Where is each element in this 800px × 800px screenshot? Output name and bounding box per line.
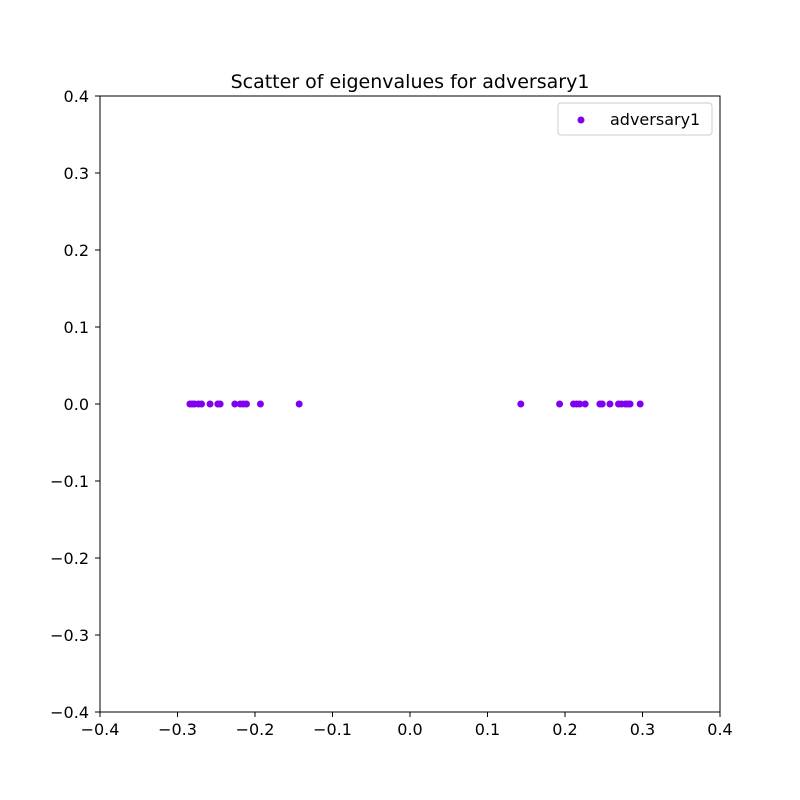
y-axis: −0.4 −0.3 −0.2 −0.1 0.0 0.1 0.2 0.3 0.4 — [50, 87, 100, 722]
series-adversary1 — [186, 400, 644, 408]
scatter-point — [198, 400, 206, 408]
scatter-point — [242, 400, 250, 408]
y-tick-label: −0.2 — [50, 549, 89, 568]
x-tick-label: 0.0 — [397, 720, 422, 739]
legend-box — [557, 102, 713, 136]
scatter-point — [295, 400, 303, 408]
scatter-point — [581, 400, 589, 408]
scatter-point — [636, 400, 644, 408]
x-tick-label: 0.1 — [475, 720, 500, 739]
legend-marker — [577, 116, 585, 124]
scatter-point — [216, 400, 224, 408]
scatter-point — [606, 400, 614, 408]
x-tick-label: 0.4 — [707, 720, 732, 739]
scatter-point — [598, 400, 606, 408]
scatter-point — [626, 400, 634, 408]
y-tick-label: −0.4 — [50, 703, 89, 722]
y-tick-label: −0.3 — [50, 626, 89, 645]
scatter-point — [576, 400, 584, 408]
x-tick-label: 0.3 — [630, 720, 655, 739]
y-tick-label: 0.4 — [64, 87, 89, 106]
chart-title: Scatter of eigenvalues for adversary1 — [231, 71, 590, 93]
x-tick-label: −0.2 — [236, 720, 275, 739]
legend: adversary1 — [557, 102, 713, 136]
y-tick-label: 0.3 — [64, 164, 89, 183]
x-tick-label: −0.3 — [158, 720, 197, 739]
y-tick-label: 0.2 — [64, 241, 89, 260]
scatter-point — [206, 400, 214, 408]
x-axis: −0.4 −0.3 −0.2 −0.1 0.0 0.1 0.2 0.3 0.4 — [81, 712, 733, 739]
scatter-point — [517, 400, 525, 408]
scatter-point — [556, 400, 564, 408]
x-tick-label: −0.4 — [81, 720, 120, 739]
y-tick-label: 0.1 — [64, 318, 89, 337]
scatter-point — [231, 400, 239, 408]
x-tick-label: −0.1 — [313, 720, 352, 739]
x-tick-label: 0.2 — [552, 720, 577, 739]
legend-label-adversary1: adversary1 — [610, 110, 700, 129]
scatter-point — [256, 400, 264, 408]
y-tick-label: 0.0 — [64, 395, 89, 414]
y-tick-label: −0.1 — [50, 472, 89, 491]
